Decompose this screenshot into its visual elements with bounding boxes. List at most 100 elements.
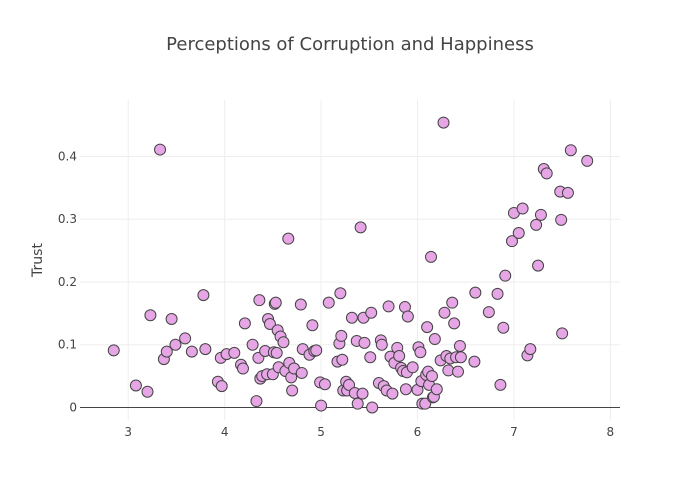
data-point[interactable] [179, 332, 192, 345]
data-point[interactable] [365, 306, 378, 319]
data-point[interactable] [335, 329, 348, 342]
data-point[interactable] [356, 387, 369, 400]
data-point[interactable] [310, 344, 323, 357]
data-point[interactable] [366, 401, 379, 414]
data-point[interactable] [358, 336, 371, 349]
data-point[interactable] [425, 370, 438, 383]
x-tick-label: 8 [607, 425, 615, 439]
data-point[interactable] [160, 345, 173, 358]
data-point[interactable] [351, 397, 364, 410]
data-point[interactable] [215, 380, 228, 393]
data-point[interactable] [253, 294, 266, 307]
y-tick-label: 0 [69, 400, 77, 414]
data-point[interactable] [524, 343, 537, 356]
data-point[interactable] [306, 319, 319, 332]
data-point[interactable] [294, 298, 307, 311]
data-point[interactable] [246, 338, 259, 351]
data-point[interactable] [144, 309, 157, 322]
y-tick-label: 0.1 [58, 338, 77, 352]
data-point[interactable] [446, 296, 459, 309]
data-point[interactable] [555, 213, 568, 226]
data-point[interactable] [414, 346, 427, 359]
data-point[interactable] [512, 227, 525, 240]
data-point[interactable] [107, 344, 120, 357]
data-point[interactable] [393, 350, 406, 362]
data-point[interactable] [419, 397, 432, 410]
data-point[interactable] [165, 312, 178, 325]
data-point[interactable] [282, 232, 295, 245]
data-point[interactable] [336, 353, 349, 366]
data-point[interactable] [263, 318, 276, 330]
data-point[interactable] [438, 306, 451, 319]
data-point[interactable] [421, 321, 434, 334]
data-point[interactable] [556, 327, 569, 340]
data-point[interactable] [448, 317, 461, 330]
data-point[interactable] [286, 384, 299, 397]
data-point[interactable] [540, 167, 553, 180]
data-point[interactable] [430, 383, 443, 396]
data-point[interactable] [382, 300, 395, 313]
data-point[interactable] [406, 361, 419, 374]
data-point[interactable] [452, 365, 464, 378]
data-point[interactable] [238, 317, 251, 330]
data-point[interactable] [197, 289, 210, 302]
data-point[interactable] [468, 355, 481, 368]
data-point[interactable] [437, 116, 450, 129]
data-point[interactable] [322, 296, 335, 309]
data-point[interactable] [532, 259, 545, 272]
data-point[interactable] [169, 338, 182, 351]
chart-title: Perceptions of Corruption and Happiness [166, 34, 534, 55]
y-tick-label: 0.4 [58, 149, 77, 163]
data-point[interactable] [469, 286, 482, 299]
data-point[interactable] [334, 287, 347, 300]
x-tick-label: 5 [317, 425, 325, 439]
data-point[interactable] [491, 287, 504, 300]
data-point[interactable] [270, 346, 283, 359]
data-point[interactable] [277, 336, 290, 349]
data-points [107, 116, 594, 414]
data-point[interactable] [386, 387, 399, 400]
data-point[interactable] [315, 399, 328, 412]
grid-layer [80, 100, 620, 420]
data-point[interactable] [399, 383, 412, 396]
data-point[interactable] [506, 235, 518, 248]
data-point[interactable] [428, 333, 441, 346]
data-point[interactable] [534, 208, 547, 221]
data-point[interactable] [364, 351, 377, 364]
data-point[interactable] [354, 221, 367, 234]
data-point[interactable] [530, 218, 543, 231]
data-point[interactable] [129, 379, 142, 392]
data-point[interactable] [482, 306, 495, 319]
x-tick-label: 4 [221, 425, 229, 439]
y-axis-title: Trust [30, 243, 46, 278]
data-point[interactable] [185, 345, 198, 358]
data-point[interactable] [401, 310, 414, 323]
data-point[interactable] [494, 378, 507, 391]
data-point[interactable] [154, 143, 167, 156]
data-point[interactable] [453, 339, 466, 352]
data-point[interactable] [375, 338, 388, 351]
data-point[interactable] [250, 395, 263, 408]
data-point[interactable] [499, 269, 512, 282]
y-tick-label: 0.2 [58, 275, 77, 289]
data-point[interactable] [497, 321, 510, 334]
data-point[interactable] [236, 362, 249, 375]
data-point[interactable] [454, 351, 467, 364]
data-point[interactable] [561, 186, 574, 199]
data-point[interactable] [318, 378, 331, 391]
data-point[interactable] [564, 144, 577, 157]
data-point[interactable] [269, 296, 282, 309]
data-point[interactable] [425, 250, 437, 263]
x-tick-label: 7 [510, 425, 518, 439]
data-point[interactable] [141, 385, 154, 398]
data-point[interactable] [295, 366, 308, 379]
data-point[interactable] [345, 311, 358, 324]
data-point[interactable] [581, 154, 594, 167]
data-point[interactable] [228, 346, 241, 359]
data-point[interactable] [516, 202, 529, 215]
data-point[interactable] [343, 378, 356, 391]
x-tick-label: 6 [414, 425, 422, 439]
data-point[interactable] [199, 343, 212, 356]
x-tick-label: 3 [124, 425, 132, 439]
